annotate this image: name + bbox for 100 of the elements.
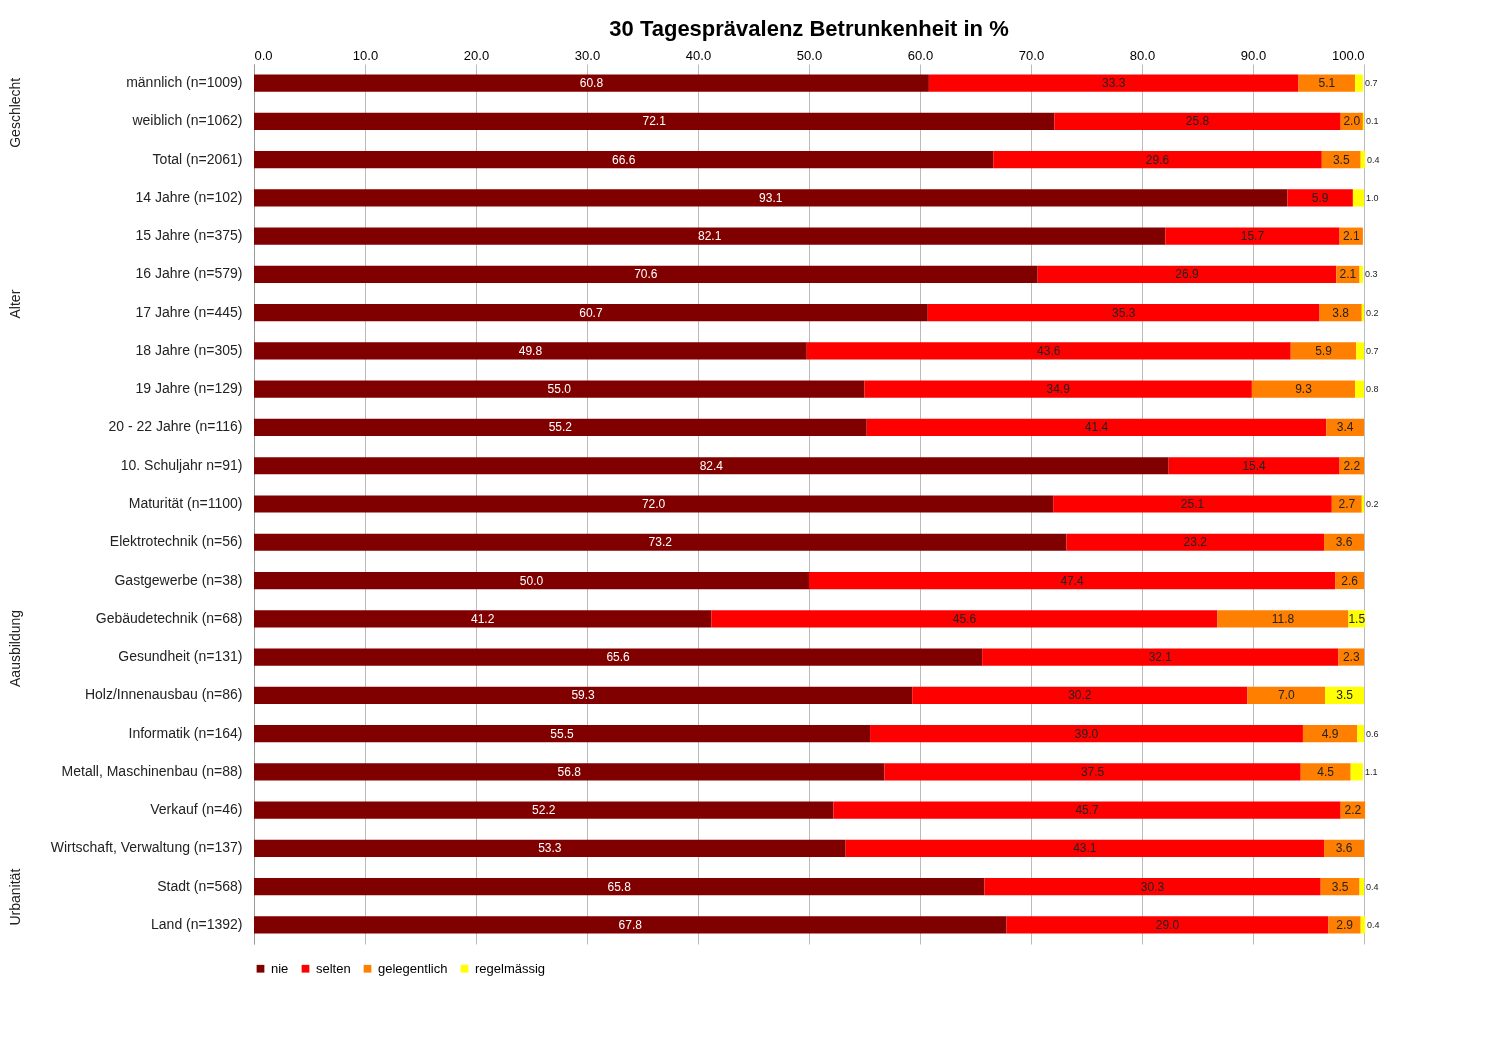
x-tick-label: 70.0 bbox=[1018, 47, 1045, 63]
data-label: 35.3 bbox=[1112, 305, 1136, 320]
x-tick-label: 100.0 bbox=[1331, 47, 1365, 63]
x-tick-label: 80.0 bbox=[1129, 47, 1156, 63]
legend-label: nie bbox=[271, 960, 289, 976]
bar bbox=[912, 686, 1248, 704]
y-tick-label: 20 - 22 Jahre (n=116) bbox=[108, 418, 243, 435]
y-tick-label: Elektrotechnik (n=56) bbox=[109, 533, 243, 550]
data-label: 0.1 bbox=[1366, 116, 1379, 127]
bar bbox=[254, 878, 985, 896]
data-label: 37.5 bbox=[1080, 764, 1105, 779]
x-tick-label: 20.0 bbox=[463, 47, 490, 63]
data-label: 67.8 bbox=[618, 917, 643, 932]
bar bbox=[1331, 495, 1362, 513]
bar bbox=[1054, 112, 1341, 130]
data-label: 5.9 bbox=[1315, 343, 1333, 358]
data-label: 29.6 bbox=[1145, 152, 1170, 167]
data-label: 55.2 bbox=[548, 420, 573, 435]
bar bbox=[254, 418, 867, 437]
bar bbox=[833, 801, 1341, 819]
data-label: 0.7 bbox=[1364, 78, 1378, 89]
data-label: 82.1 bbox=[697, 229, 722, 244]
bar bbox=[1247, 686, 1326, 704]
y-tick-label: 18 Jahre (n=305) bbox=[135, 341, 243, 358]
data-label: 45.7 bbox=[1075, 803, 1100, 818]
data-label: 32.1 bbox=[1148, 650, 1173, 665]
data-label: 30.2 bbox=[1068, 688, 1092, 703]
bar bbox=[982, 648, 1339, 666]
data-label: 3.8 bbox=[1332, 305, 1350, 320]
bar bbox=[254, 495, 1054, 513]
data-label: 0.7 bbox=[1366, 345, 1379, 356]
y-tick-label: 17 Jahre (n=445) bbox=[135, 303, 243, 320]
data-label: 2.6 bbox=[1341, 573, 1359, 588]
data-label: 1.0 bbox=[1366, 192, 1379, 203]
data-label: 60.8 bbox=[579, 76, 604, 91]
y-tick-label: Informatik (n=164) bbox=[128, 724, 243, 741]
y-tick-label: 16 Jahre (n=579) bbox=[135, 265, 243, 282]
bar bbox=[845, 839, 1325, 857]
bar bbox=[1251, 380, 1356, 398]
bar bbox=[927, 304, 1320, 322]
bar bbox=[864, 380, 1252, 398]
x-tick-label: 10.0 bbox=[352, 47, 379, 63]
bar bbox=[254, 916, 1007, 934]
bar bbox=[1355, 380, 1364, 398]
data-label: 93.1 bbox=[759, 190, 783, 205]
y-tick-label: Holz/Innenausbau (n=86) bbox=[84, 686, 243, 703]
bar bbox=[1300, 763, 1351, 781]
text: Geschlecht bbox=[7, 77, 23, 148]
data-label: 2.3 bbox=[1342, 650, 1360, 665]
data-label: 7.0 bbox=[1277, 688, 1295, 703]
data-label: 2.1 bbox=[1342, 229, 1360, 244]
data-label: 2.2 bbox=[1343, 458, 1361, 473]
data-label: 41.2 bbox=[470, 611, 495, 626]
text: Alter bbox=[7, 289, 23, 319]
data-label: 0.8 bbox=[1366, 384, 1379, 395]
bar bbox=[1217, 610, 1349, 628]
data-label: 47.4 bbox=[1060, 573, 1085, 588]
y-tick-label: 19 Jahre (n=129) bbox=[135, 380, 243, 397]
data-label: 5.1 bbox=[1318, 76, 1336, 91]
data-label: 52.2 bbox=[532, 803, 556, 818]
x-tick-label: 50.0 bbox=[796, 47, 823, 63]
bar bbox=[254, 724, 871, 743]
y-tick-label: männlich (n=1009) bbox=[126, 74, 243, 91]
data-label: 2.9 bbox=[1336, 917, 1354, 932]
data-label: 26.9 bbox=[1175, 267, 1199, 282]
bar bbox=[870, 724, 1303, 743]
bar bbox=[254, 304, 928, 322]
data-label: 49.8 bbox=[518, 343, 543, 358]
y-tick-label: Gebäudetechnik (n=68) bbox=[95, 609, 243, 626]
bar bbox=[1168, 457, 1340, 475]
text: Aausbildung bbox=[7, 609, 23, 687]
bar bbox=[1357, 724, 1364, 743]
data-label: 34.9 bbox=[1046, 382, 1071, 397]
bar bbox=[254, 112, 1055, 130]
data-label: 4.9 bbox=[1321, 726, 1339, 741]
bar bbox=[1350, 763, 1363, 781]
data-label: 59.3 bbox=[571, 688, 596, 703]
y-tick-label: Land (n=1392) bbox=[151, 915, 243, 932]
bar bbox=[1356, 342, 1364, 360]
bar bbox=[1037, 265, 1337, 284]
data-label: 0.4 bbox=[1367, 154, 1380, 165]
bar bbox=[1361, 495, 1364, 513]
data-label: 0.3 bbox=[1364, 269, 1378, 280]
data-label: 70.6 bbox=[634, 267, 658, 282]
text: Urbanität bbox=[7, 868, 23, 926]
bar bbox=[254, 801, 834, 819]
data-label: 41.4 bbox=[1084, 420, 1109, 435]
y-tick-label: 10. Schuljahr n=91) bbox=[120, 456, 243, 473]
data-label: 25.8 bbox=[1185, 114, 1210, 129]
bar bbox=[254, 648, 983, 666]
bar bbox=[254, 189, 1288, 207]
bar bbox=[1165, 227, 1340, 245]
y-tick-label: Metall, Maschinenbau (n=88) bbox=[61, 762, 243, 779]
bar bbox=[254, 265, 1038, 284]
bar bbox=[884, 763, 1301, 781]
bar bbox=[254, 610, 712, 628]
bar bbox=[928, 74, 1299, 92]
y-tick-label: Wirtschaft, Verwaltung (n=137) bbox=[50, 839, 243, 856]
x-tick-label: 0.0 bbox=[254, 47, 273, 63]
data-label: 2.7 bbox=[1338, 497, 1356, 511]
